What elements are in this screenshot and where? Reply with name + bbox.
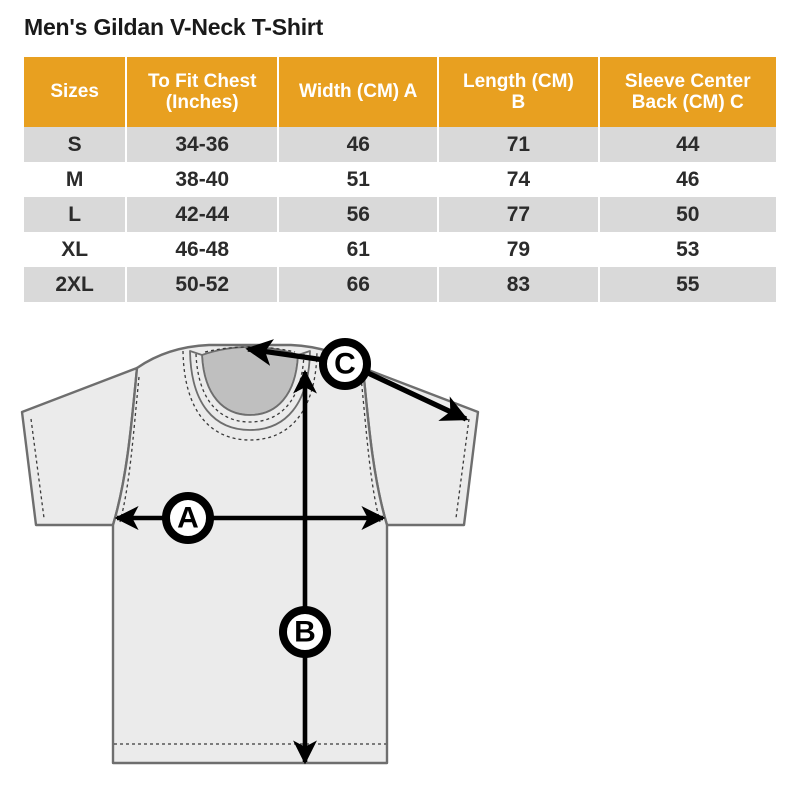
size-chart-container: Sizes To Fit Chest (Inches) Width (CM) A… [24,57,776,302]
measure-marker-c: C [319,338,371,390]
measure-marker-a: A [162,492,214,544]
cell-size: S [24,127,128,162]
cell-sleeve: 53 [598,232,776,267]
cell-width: 56 [278,197,440,232]
cell-length: 74 [438,162,600,197]
table-row: M 38-40 51 74 46 [24,162,776,197]
column-header-sizes-line-1: Sizes [50,81,99,103]
cell-chest: 50-52 [126,267,280,302]
shirt-body-shape [111,343,389,765]
page-title: Men's Gildan V-Neck T-Shirt [24,14,324,40]
cell-length: 71 [438,127,600,162]
cell-chest: 34-36 [126,127,280,162]
column-header-length-line-2: B [511,92,526,113]
cell-sleeve: 55 [598,267,776,302]
cell-width: 51 [278,162,440,197]
cell-chest: 46-48 [126,232,280,267]
cell-sleeve: 46 [598,162,776,197]
cell-sleeve: 44 [598,127,776,162]
column-header-length: Length (CM) B [438,57,600,127]
measure-marker-b: B [279,606,331,658]
left-sleeve-hem-stitch-line [30,418,45,519]
right-sleeve-hem-stitch-line [455,418,470,519]
cell-size: L [24,197,128,232]
cell-chest: 42-44 [126,197,280,232]
cell-size: XL [24,232,128,267]
measure-marker-a-label: A [177,502,199,535]
cell-length: 79 [438,232,600,267]
cell-sleeve: 50 [598,197,776,232]
cell-width: 46 [278,127,440,162]
cell-width: 66 [278,267,440,302]
column-header-sleeve: Sleeve Center Back (CM) C [598,57,776,127]
table-body: S 34-36 46 71 44 M 38-40 51 74 46 L 42-4… [24,127,776,302]
table-row: L 42-44 56 77 50 [24,197,776,232]
table-row: S 34-36 46 71 44 [24,127,776,162]
column-header-width-line-1: Width (CM) A [299,81,418,103]
table-header-row: Sizes To Fit Chest (Inches) Width (CM) A… [24,57,776,127]
column-header-sleeve-line-2: Back (CM) C [631,92,744,113]
column-header-sleeve-line-1: Sleeve Center [624,70,751,92]
measure-marker-c-label: C [334,348,356,381]
column-header-chest-line-2: (Inches) [165,92,239,113]
column-header-width: Width (CM) A [278,57,440,127]
column-header-chest: To Fit Chest (Inches) [126,57,280,127]
cell-width: 61 [278,232,440,267]
table-row: XL 46-48 61 79 53 [24,232,776,267]
cell-length: 77 [438,197,600,232]
collar-top-stitch-line [204,346,296,353]
cell-chest: 38-40 [126,162,280,197]
column-header-sizes: Sizes [24,57,128,127]
measure-marker-b-label: B [294,616,316,649]
table-header: Sizes To Fit Chest (Inches) Width (CM) A… [24,57,776,127]
cell-size: M [24,162,128,197]
column-header-length-line-1: Length (CM) [463,70,574,92]
cell-size: 2XL [24,267,128,302]
column-header-chest-line-1: To Fit Chest [148,70,257,92]
table-row: 2XL 50-52 66 83 55 [24,267,776,302]
cell-length: 83 [438,267,600,302]
t-shirt-measurement-diagram: A B C [0,322,500,791]
collar-band [189,350,311,431]
size-chart-table: Sizes To Fit Chest (Inches) Width (CM) A… [24,57,776,302]
